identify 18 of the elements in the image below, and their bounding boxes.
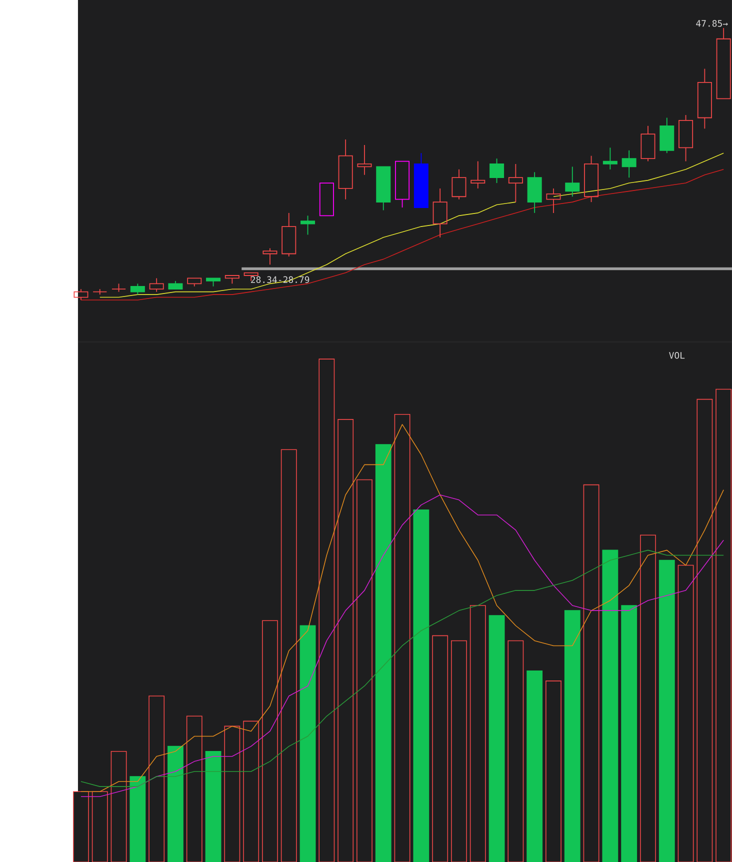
candlestick [602,147,618,170]
candlestick [622,150,636,178]
candlestick [697,68,712,130]
candlestick [432,188,448,238]
candlestick [527,172,542,214]
candlestick [452,168,466,200]
candlestick [565,166,580,198]
candlestick [282,212,296,257]
candlestick [470,160,486,189]
candlestick [640,125,656,162]
chart-title: VOL [669,352,685,359]
candlestick [546,188,561,214]
candlestick [508,164,523,203]
candlestick [74,288,88,300]
candlestick [357,144,372,176]
candlestick [149,278,164,292]
text: 47.85→ [696,20,728,27]
candlestick [338,139,353,200]
